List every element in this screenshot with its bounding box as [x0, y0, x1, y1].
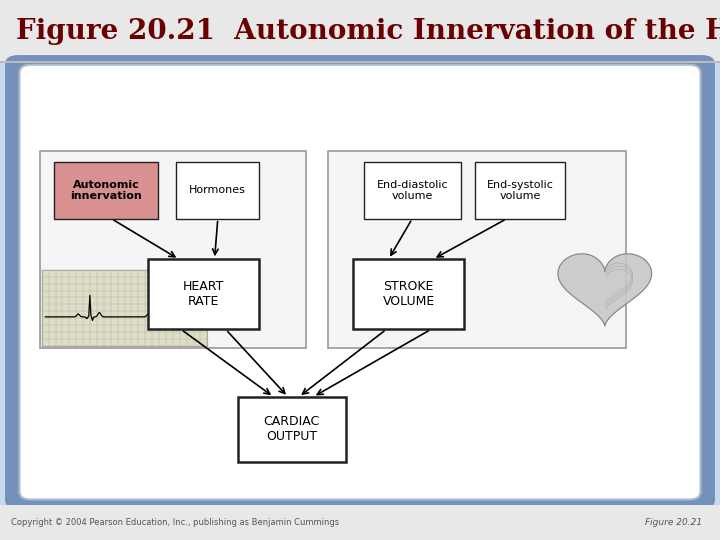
FancyBboxPatch shape [42, 83, 678, 482]
Text: Autonomic
innervation: Autonomic innervation [71, 179, 142, 201]
FancyBboxPatch shape [128, 147, 592, 417]
Text: Figure 20.21  Autonomic Innervation of the Heart: Figure 20.21 Autonomic Innervation of th… [16, 17, 720, 45]
Bar [0, 505, 720, 540]
FancyBboxPatch shape [111, 134, 609, 430]
FancyBboxPatch shape [24, 70, 696, 495]
FancyBboxPatch shape [249, 238, 471, 326]
Text: End-diastolic
volume: End-diastolic volume [377, 179, 448, 201]
FancyBboxPatch shape [258, 245, 462, 320]
Bar [148, 259, 259, 329]
FancyBboxPatch shape [16, 63, 704, 501]
Text: STROKE
VOLUME: STROKE VOLUME [382, 280, 435, 308]
Bar [353, 259, 464, 329]
FancyBboxPatch shape [163, 173, 557, 391]
Bar [238, 397, 346, 462]
FancyBboxPatch shape [154, 167, 566, 397]
Bar [328, 151, 626, 348]
FancyBboxPatch shape [145, 160, 575, 404]
FancyBboxPatch shape [5, 55, 715, 509]
FancyBboxPatch shape [94, 122, 626, 443]
Bar [364, 162, 461, 219]
Bar [0, 0, 720, 62]
Bar [475, 162, 565, 219]
FancyBboxPatch shape [137, 154, 583, 410]
FancyBboxPatch shape [50, 89, 670, 475]
Text: Copyright © 2004 Pearson Education, Inc., publishing as Benjamin Cummings: Copyright © 2004 Pearson Education, Inc.… [11, 518, 339, 527]
Bar [42, 270, 207, 346]
FancyBboxPatch shape [7, 57, 713, 508]
Polygon shape [558, 254, 652, 326]
FancyBboxPatch shape [33, 76, 687, 488]
Text: End-systolic
volume: End-systolic volume [487, 179, 554, 201]
Text: HEART
RATE: HEART RATE [183, 280, 224, 308]
FancyBboxPatch shape [171, 180, 549, 384]
FancyBboxPatch shape [206, 206, 514, 359]
FancyBboxPatch shape [180, 186, 540, 378]
Bar [176, 162, 259, 219]
Bar [40, 151, 306, 348]
FancyBboxPatch shape [189, 193, 531, 372]
FancyBboxPatch shape [85, 115, 635, 449]
FancyBboxPatch shape [102, 128, 618, 436]
Text: CARDIAC
OUTPUT: CARDIAC OUTPUT [264, 415, 320, 443]
FancyBboxPatch shape [19, 65, 701, 500]
FancyBboxPatch shape [240, 232, 480, 333]
FancyBboxPatch shape [197, 199, 523, 365]
Text: Figure 20.21: Figure 20.21 [645, 518, 702, 527]
FancyBboxPatch shape [68, 102, 652, 462]
FancyBboxPatch shape [232, 225, 488, 339]
FancyBboxPatch shape [120, 141, 600, 423]
FancyBboxPatch shape [59, 96, 661, 469]
FancyBboxPatch shape [223, 219, 497, 346]
FancyBboxPatch shape [215, 212, 505, 352]
Text: Hormones: Hormones [189, 185, 246, 195]
FancyBboxPatch shape [76, 109, 644, 456]
Bar [54, 162, 158, 219]
